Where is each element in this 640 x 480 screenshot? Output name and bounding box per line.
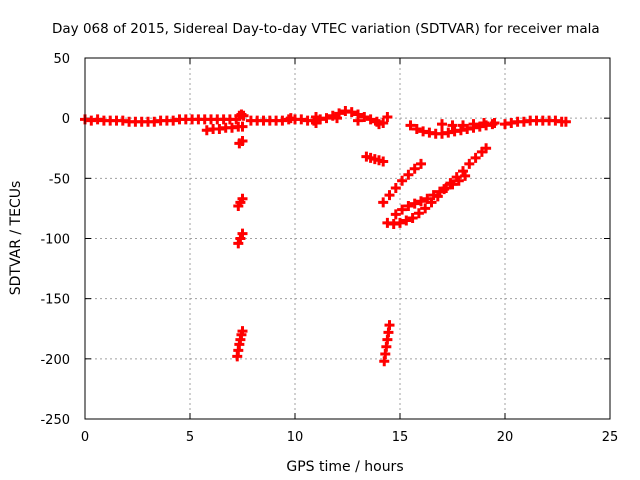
data-point — [378, 197, 389, 208]
data-point — [382, 111, 393, 122]
data-point — [481, 143, 492, 154]
data-point — [238, 110, 249, 121]
data-point — [560, 116, 571, 127]
y-tick-label: 0 — [62, 112, 70, 127]
data-point — [403, 201, 414, 212]
data-point — [332, 113, 342, 124]
data-point — [365, 114, 376, 125]
data-point — [397, 204, 408, 215]
data-point — [416, 158, 426, 169]
data-point — [384, 190, 395, 201]
data-point — [489, 117, 500, 128]
data-point — [447, 179, 458, 190]
y-axis-label: SDTVAR / TECUs — [8, 181, 24, 296]
plot-frame — [84, 57, 611, 420]
data-point — [397, 175, 408, 186]
data-point — [468, 119, 479, 130]
data-points — [80, 105, 571, 367]
data-point — [237, 193, 248, 204]
data-point — [458, 120, 468, 131]
data-point — [237, 121, 248, 132]
data-point — [428, 190, 439, 201]
data-point — [437, 119, 447, 130]
data-point — [403, 169, 414, 180]
data-point — [353, 115, 363, 126]
data-point — [384, 320, 395, 331]
data-point — [407, 213, 418, 224]
data-point — [390, 182, 401, 193]
data-point — [441, 182, 452, 193]
x-tick-label: 10 — [287, 430, 304, 445]
y-tick-label: -200 — [40, 353, 70, 368]
y-tick-labels: 50 0 -50 -100 -150 -200 -250 — [40, 52, 70, 428]
data-point — [346, 107, 357, 118]
y-tick-label: -50 — [49, 172, 70, 187]
data-point — [285, 113, 296, 124]
data-point — [464, 158, 475, 169]
chart-title: Day 068 of 2015, Sidereal Day-to-day VTE… — [52, 21, 600, 37]
data-point — [422, 193, 433, 204]
x-tick-label: 25 — [602, 430, 619, 445]
data-point — [321, 113, 332, 124]
data-point — [434, 186, 445, 197]
data-point — [470, 152, 481, 163]
y-tick-label: 50 — [53, 52, 70, 67]
y-tick-label: -100 — [40, 233, 70, 248]
data-point — [447, 120, 458, 131]
data-point — [411, 123, 422, 134]
data-point — [390, 209, 401, 220]
y-tick-label: -250 — [40, 413, 70, 428]
data-point — [311, 117, 321, 128]
data-point — [413, 208, 424, 219]
data-point — [374, 119, 384, 130]
data-point — [405, 120, 416, 131]
x-axis-label: GPS time / hours — [286, 459, 403, 475]
x-tick-labels: 0 5 10 15 20 25 — [81, 430, 618, 445]
x-tick-label: 0 — [81, 430, 89, 445]
data-point — [401, 215, 412, 226]
data-point — [359, 111, 370, 122]
data-point — [460, 170, 471, 181]
data-point — [416, 196, 426, 207]
data-point — [409, 198, 420, 209]
data-point — [479, 117, 489, 128]
data-point — [395, 217, 405, 228]
x-tick-label: 5 — [186, 430, 194, 445]
data-point — [237, 228, 248, 239]
data-point — [237, 136, 248, 147]
y-tick-label: -150 — [40, 293, 70, 308]
data-point — [378, 156, 389, 167]
data-point — [237, 326, 248, 337]
data-point — [409, 163, 420, 174]
x-tick-label: 20 — [497, 430, 514, 445]
data-point — [420, 203, 431, 214]
data-point — [453, 175, 464, 186]
x-tick-label: 15 — [392, 430, 409, 445]
